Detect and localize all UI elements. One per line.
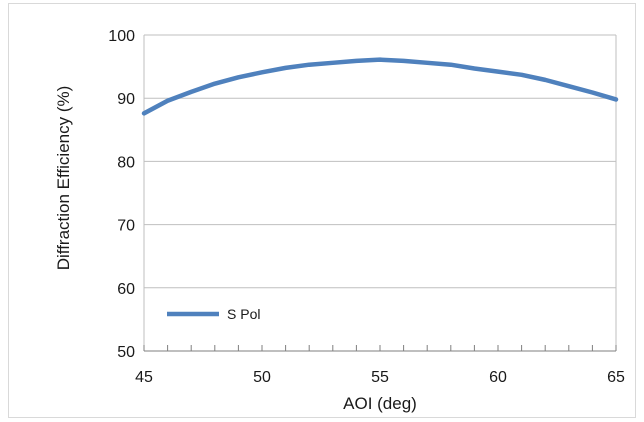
legend: S Pol bbox=[167, 306, 260, 322]
x-tick-label-50: 50 bbox=[253, 369, 271, 386]
x-tick-label-45: 45 bbox=[135, 369, 153, 386]
tick-marks bbox=[143, 345, 617, 351]
y-axis-title: Diffraction Efficiency (%) bbox=[54, 86, 73, 271]
y-tick-label-60: 60 bbox=[117, 281, 135, 298]
x-tick-labels: 45 50 55 60 65 bbox=[135, 369, 625, 386]
y-tick-label-50: 50 bbox=[117, 344, 135, 361]
x-tick-label-65: 65 bbox=[607, 369, 625, 386]
x-tick-label-55: 55 bbox=[371, 369, 389, 386]
series-lines bbox=[141, 57, 619, 116]
y-tick-label-70: 70 bbox=[117, 218, 135, 235]
y-tick-label-90: 90 bbox=[117, 91, 135, 108]
series-line-0 bbox=[141, 57, 619, 116]
legend-label-0: S Pol bbox=[227, 306, 260, 322]
y-tick-label-80: 80 bbox=[117, 154, 135, 171]
y-tick-labels: 50 60 70 80 90 100 bbox=[108, 28, 135, 361]
x-tick-label-60: 60 bbox=[489, 369, 507, 386]
chart-frame bbox=[8, 3, 636, 418]
gridlines bbox=[144, 34, 616, 289]
y-tick-label-100: 100 bbox=[108, 28, 135, 45]
x-axis-title: AOI (deg) bbox=[343, 394, 417, 413]
